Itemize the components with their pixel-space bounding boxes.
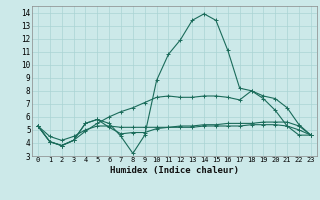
X-axis label: Humidex (Indice chaleur): Humidex (Indice chaleur)	[110, 166, 239, 175]
